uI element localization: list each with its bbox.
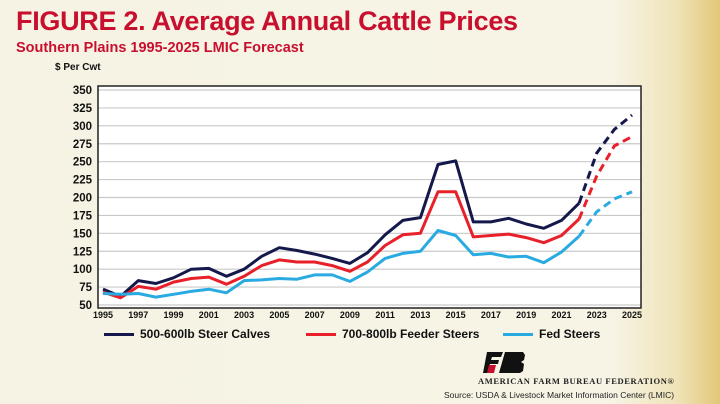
x-tick-label: 2025 [622, 310, 642, 320]
legend-label: Fed Steers [539, 327, 601, 341]
legend-item-feeder-steers: 700-800lb Feeder Steers [306, 327, 479, 341]
x-tick-label: 2007 [305, 310, 325, 320]
x-tick-label: 2009 [340, 310, 360, 320]
x-tick-label: 2019 [516, 310, 536, 320]
x-tick-label: 2011 [375, 310, 395, 320]
y-tick-label: 175 [73, 210, 93, 222]
y-tick-label: 325 [73, 103, 93, 115]
y-axis-label: $ Per Cwt [55, 62, 101, 73]
chart-title: FIGURE 2. Average Annual Cattle Prices [16, 6, 518, 36]
y-tick-label: 100 [73, 264, 92, 276]
x-tick-label: 2021 [551, 310, 571, 320]
y-tick-label: 300 [73, 121, 92, 133]
legend-swatch [104, 332, 134, 336]
y-tick-label: 200 [73, 193, 92, 205]
x-tick-label: 1997 [128, 310, 148, 320]
x-tick-label: 2015 [446, 310, 466, 320]
organization-name: AMERICAN FARM BUREAU FEDERATION® [478, 376, 675, 386]
series-forecast-line-0 [577, 113, 633, 204]
y-tick-label: 275 [73, 139, 93, 151]
x-tick-label: 2001 [199, 310, 219, 320]
y-tick-label: 225 [73, 175, 93, 187]
x-tick-label: 2017 [481, 310, 501, 320]
y-tick-label: 350 [73, 85, 92, 97]
chart-subtitle: Southern Plains 1995-2025 LMIC Forecast [16, 40, 304, 56]
y-tick-label: 250 [73, 157, 92, 169]
x-tick-label: 2013 [410, 310, 430, 320]
source-note: Source: USDA & Livestock Market Informat… [444, 390, 675, 400]
afbf-logo [483, 352, 525, 373]
y-tick-label: 150 [73, 228, 92, 240]
series-line-2 [102, 229, 581, 299]
y-tick-label: 75 [79, 282, 92, 294]
series-forecast-line-1 [577, 135, 633, 220]
x-tick-label: 2023 [587, 310, 607, 320]
legend-label: 500-600lb Steer Calves [140, 327, 271, 341]
series-forecast-line-2 [577, 190, 633, 238]
x-tick-label: 2003 [234, 310, 254, 320]
legend-item-steer-calves: 500-600lb Steer Calves [104, 327, 270, 341]
x-tick-label: 1999 [164, 310, 184, 320]
series-line-1 [102, 190, 581, 300]
x-tick-label: 2005 [269, 310, 289, 320]
y-tick-label: 125 [73, 246, 93, 258]
legend-label: 700-800lb Feeder Steers [342, 327, 480, 341]
legend-swatch [503, 332, 533, 336]
legend-item-fed-steers: Fed Steers [503, 327, 600, 341]
y-tick-label: 50 [79, 300, 92, 312]
plot-frame [97, 85, 642, 309]
x-tick-label: 1995 [93, 310, 113, 320]
legend-swatch [306, 332, 336, 336]
series-line-0 [102, 159, 581, 298]
